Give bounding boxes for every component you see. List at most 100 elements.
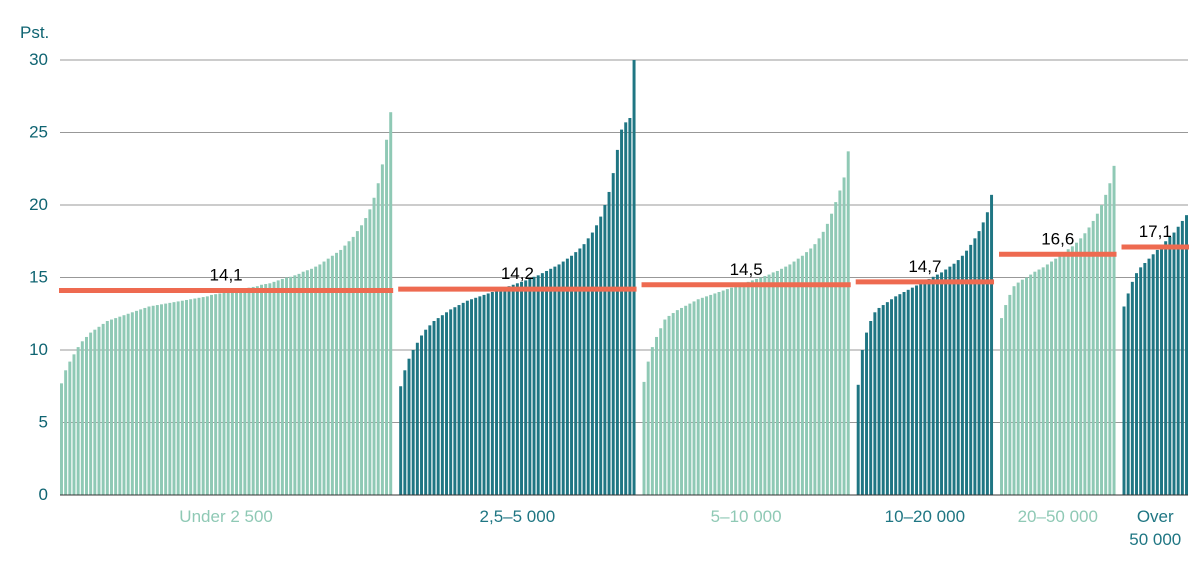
group-mean-label: 16,6 <box>1041 229 1074 248</box>
bar <box>214 294 217 495</box>
group-mean-label: 14,7 <box>908 257 941 276</box>
bar <box>838 191 841 496</box>
bar <box>135 311 138 495</box>
bar <box>368 209 371 495</box>
bar <box>164 304 167 495</box>
bar <box>541 273 544 495</box>
bar <box>688 304 691 495</box>
bar <box>788 264 791 495</box>
bar <box>990 195 993 495</box>
bar <box>160 304 163 495</box>
bar <box>281 279 284 495</box>
bar <box>822 232 825 495</box>
y-tick-label: 25 <box>29 123 48 142</box>
bar <box>932 277 935 495</box>
bar <box>252 287 255 495</box>
bar <box>60 383 63 495</box>
bar <box>583 244 586 495</box>
bar <box>1000 318 1003 495</box>
bar <box>697 299 700 495</box>
bar <box>1148 259 1151 495</box>
bar <box>356 231 359 495</box>
bar <box>847 151 850 495</box>
bar <box>193 299 196 495</box>
bar <box>1017 283 1020 495</box>
bar <box>81 341 84 495</box>
bar <box>433 321 436 495</box>
bar <box>701 298 704 495</box>
bar <box>813 244 816 495</box>
bar <box>857 385 860 495</box>
bar <box>399 386 402 495</box>
bar <box>957 260 960 495</box>
bar <box>123 315 126 495</box>
bar <box>537 275 540 495</box>
bar <box>647 362 650 495</box>
bar <box>256 286 259 495</box>
bar <box>873 312 876 495</box>
bar <box>624 122 627 495</box>
bar <box>608 192 611 495</box>
x-group-label: 10–20 000 <box>885 507 965 526</box>
bar <box>940 272 943 495</box>
bar <box>763 276 766 495</box>
bar <box>524 280 527 495</box>
x-group-label: 2,5–5 000 <box>480 507 556 526</box>
bar <box>1127 293 1130 495</box>
bar <box>314 267 317 495</box>
bar <box>1135 273 1138 495</box>
bar <box>558 264 561 495</box>
bar <box>776 271 779 495</box>
bar <box>445 312 448 495</box>
bar <box>843 177 846 495</box>
bar <box>202 297 205 495</box>
y-tick-label: 10 <box>29 340 48 359</box>
bar <box>1139 267 1142 495</box>
bar <box>882 305 885 495</box>
bar <box>118 317 121 495</box>
bar <box>302 272 305 495</box>
bar <box>830 214 833 495</box>
bar <box>1181 221 1184 495</box>
bar <box>953 264 956 495</box>
bar <box>1160 246 1163 495</box>
bar <box>68 362 71 495</box>
bar <box>462 303 465 495</box>
bar <box>861 350 864 495</box>
bar <box>834 202 837 495</box>
bar <box>578 249 581 496</box>
bar <box>784 267 787 495</box>
x-group-label: Over <box>1137 507 1174 526</box>
x-group-label: 20–50 000 <box>1018 507 1098 526</box>
bar <box>768 275 771 495</box>
bar <box>239 290 242 495</box>
bar <box>235 291 238 495</box>
bar <box>986 212 989 495</box>
bar <box>264 284 267 495</box>
bar <box>1177 227 1180 495</box>
bar <box>751 280 754 495</box>
bar <box>495 291 498 495</box>
bar <box>620 130 623 495</box>
bar <box>1046 264 1049 495</box>
bar <box>805 252 808 495</box>
y-tick-label: 5 <box>39 413 48 432</box>
bar <box>499 289 502 495</box>
bar <box>1021 280 1024 495</box>
bar <box>890 299 893 495</box>
bar <box>348 241 351 495</box>
bar <box>936 275 939 495</box>
bar <box>1143 263 1146 495</box>
bar <box>206 296 209 495</box>
bar <box>1038 270 1041 495</box>
bar <box>93 330 96 495</box>
x-group-label: 5–10 000 <box>711 507 782 526</box>
bar <box>1092 221 1095 495</box>
bar <box>1063 253 1066 495</box>
bar <box>503 288 506 495</box>
bar <box>478 296 481 495</box>
bar <box>156 305 159 495</box>
group-mean-label: 14,2 <box>501 264 534 283</box>
bar <box>1042 267 1045 495</box>
bar <box>310 269 313 495</box>
